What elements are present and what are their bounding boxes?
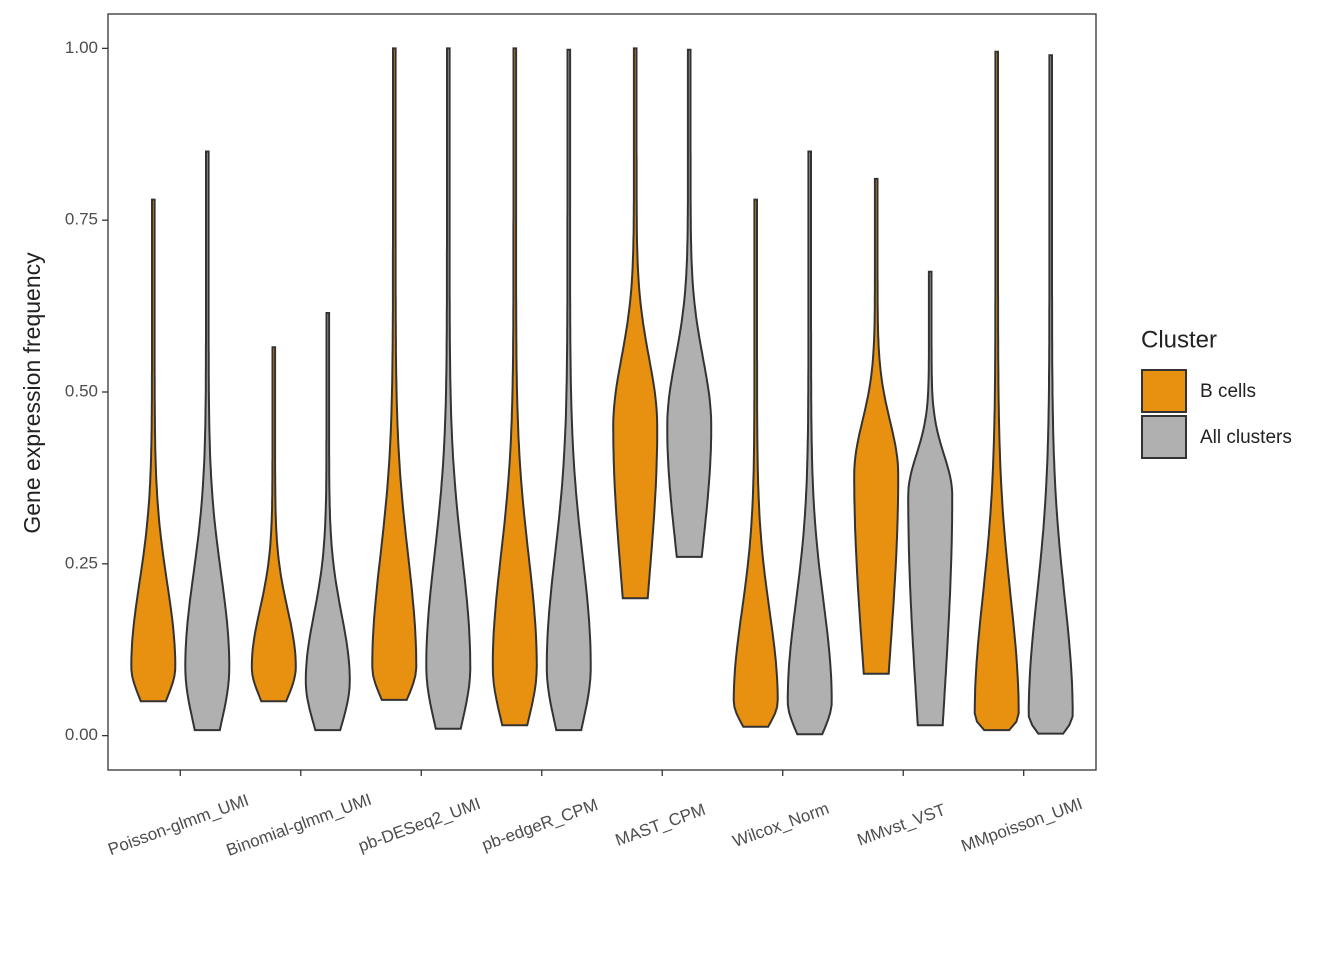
violin [786,150,833,736]
legend-title: Cluster [1141,326,1217,353]
x-tick-label: Wilcox_Norm [730,799,831,851]
legend-key [1141,415,1187,459]
violin [425,47,472,730]
x-tick-label: MMvst_VST [855,800,948,850]
x-tick-label: pb-DESeq2_UMI [356,794,483,856]
x-tick-label: MAST_CPM [613,800,708,850]
x-tick-label: MMpoisson_UMI [959,794,1085,855]
legend-label: All clusters [1200,427,1292,448]
y-tick-label: 0.00 [65,725,98,744]
y-axis-title: Gene expression frequency [19,252,45,534]
y-tick-label: 0.50 [65,381,98,400]
violin [545,48,592,732]
violin [853,177,900,675]
legend-key [1141,369,1187,413]
violin [184,150,231,732]
violin [491,47,538,727]
violin [304,312,351,732]
violin [250,346,297,703]
legend-label: B cells [1200,381,1256,402]
violin [973,50,1020,732]
violin [130,198,177,703]
violin [612,47,659,600]
violin [666,48,713,558]
violin [1027,54,1074,735]
x-tick-label: pb-edgeR_CPM [479,795,600,855]
violin [732,198,779,728]
violin [371,47,418,701]
violin [907,270,954,727]
y-tick-label: 1.00 [65,38,98,57]
y-tick-label: 0.75 [65,210,98,229]
y-tick-label: 0.25 [65,553,98,572]
